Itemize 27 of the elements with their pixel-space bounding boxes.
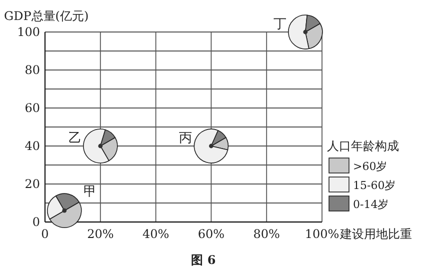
legend-title: 人口年龄构成 [327, 139, 399, 153]
x-tick-label: 0 [41, 227, 49, 241]
legend-label: 0-14岁 [353, 198, 389, 211]
x-tick-label: 60% [198, 227, 225, 241]
annotation: 甲 [83, 184, 96, 200]
y-tick-label: 40 [24, 139, 40, 153]
y-tick-label: 20 [24, 177, 40, 191]
annotation: 丙 [179, 131, 192, 146]
point [209, 144, 214, 148]
legend-label: >60岁 [353, 160, 388, 173]
text: 图 6 [191, 253, 216, 267]
x-tick-label: 20% [87, 227, 114, 241]
x-axis-title: 建设用地比重 [339, 227, 412, 241]
x-tick-label: 40% [142, 227, 170, 241]
annotation: 丁 [273, 17, 286, 32]
y-tick-label: 100 [17, 25, 40, 39]
point [303, 30, 308, 34]
y-axis-title: GDP总量(亿元) [4, 9, 89, 23]
x-tick-label: 80% [253, 227, 280, 241]
y-tick-label: 0 [32, 215, 40, 229]
point [62, 208, 67, 213]
legend-label: 15-60岁 [353, 179, 396, 192]
point [98, 144, 103, 148]
x-tick-label: 100% [304, 227, 340, 241]
y-tick-label: 80 [24, 63, 40, 77]
annotation: 乙 [68, 131, 82, 146]
y-tick-label: 60 [24, 101, 40, 115]
